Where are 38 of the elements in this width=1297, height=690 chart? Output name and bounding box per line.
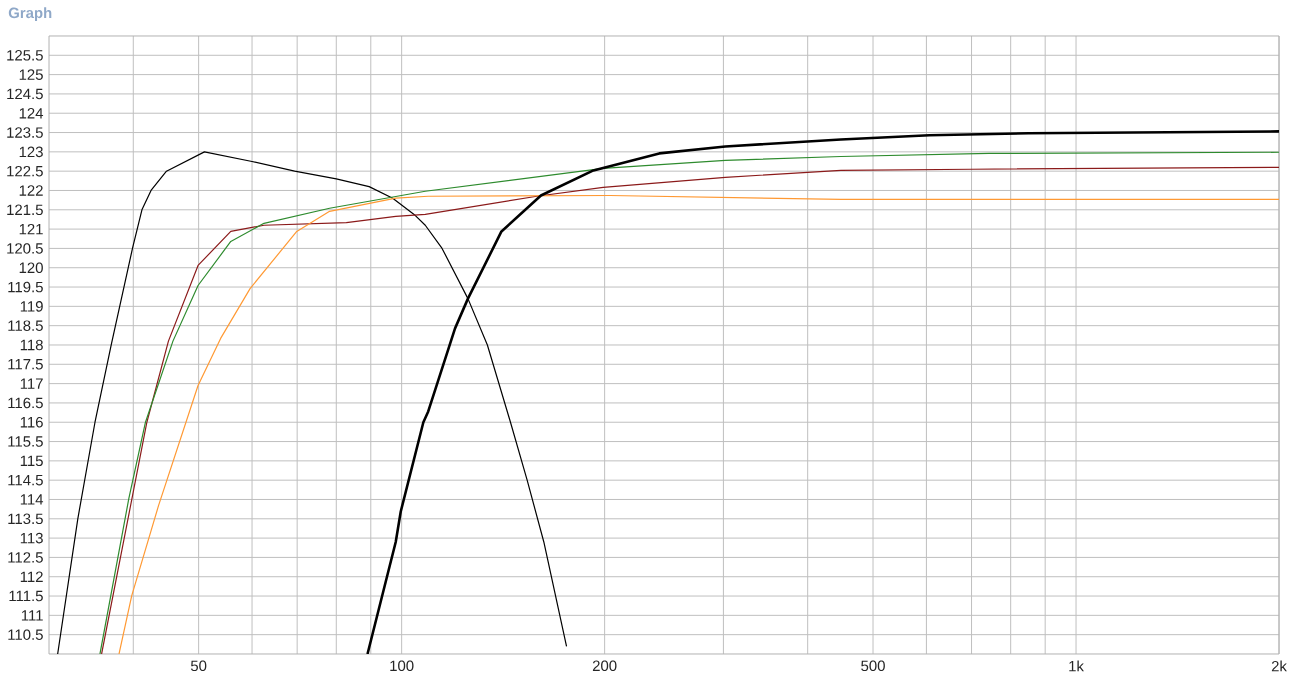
y-tick-label: 113.5 <box>8 513 43 525</box>
y-tick-label: 114.5 <box>8 474 43 486</box>
y-tick-label: 117.5 <box>8 359 43 370</box>
y-tick-label: 116 <box>20 416 43 428</box>
y-tick-label: 123 <box>19 146 43 158</box>
y-tick-label: 120.5 <box>7 243 43 254</box>
y-tick-label: 125 <box>19 69 43 80</box>
x-tick-label: 500 <box>861 660 885 672</box>
x-tick-label: 100 <box>390 660 414 672</box>
x-tick-label: 2k <box>1271 660 1287 672</box>
y-tick-label: 117 <box>20 378 43 389</box>
y-tick-label: 119.5 <box>8 281 43 293</box>
chart-title: Graph <box>8 7 52 22</box>
y-tick-label: 113 <box>20 532 43 544</box>
y-tick-label: 121.5 <box>7 204 43 216</box>
y-tick-label: 118.5 <box>8 320 43 331</box>
y-tick-label: 121 <box>19 223 43 235</box>
y-tick-label: 116.5 <box>8 397 43 409</box>
y-tick-label: 125.5 <box>7 50 43 61</box>
y-tick-label: 124 <box>19 108 44 119</box>
x-tick-label: 50 <box>190 660 207 672</box>
y-tick-label: 112 <box>20 571 43 582</box>
y-tick-label: 115 <box>20 455 43 467</box>
y-tick-label: 122 <box>19 185 43 196</box>
x-tick-label: 200 <box>592 660 617 672</box>
y-tick-label: 124.5 <box>7 88 43 100</box>
y-tick-label: 114 <box>20 494 44 505</box>
y-tick-label: 112.5 <box>8 552 43 563</box>
y-tick-label: 110.5 <box>8 629 43 640</box>
y-tick-label: 111 <box>21 610 43 621</box>
y-tick-label: 123.5 <box>7 127 43 138</box>
y-tick-label: 111.5 <box>9 590 43 602</box>
y-tick-label: 115.5 <box>8 436 43 447</box>
y-tick-label: 120 <box>19 262 43 274</box>
y-tick-label: 118 <box>20 339 43 351</box>
y-tick-label: 122.5 <box>7 165 43 177</box>
x-tick-label: 1k <box>1069 660 1084 672</box>
y-tick-label: 119 <box>20 301 43 312</box>
